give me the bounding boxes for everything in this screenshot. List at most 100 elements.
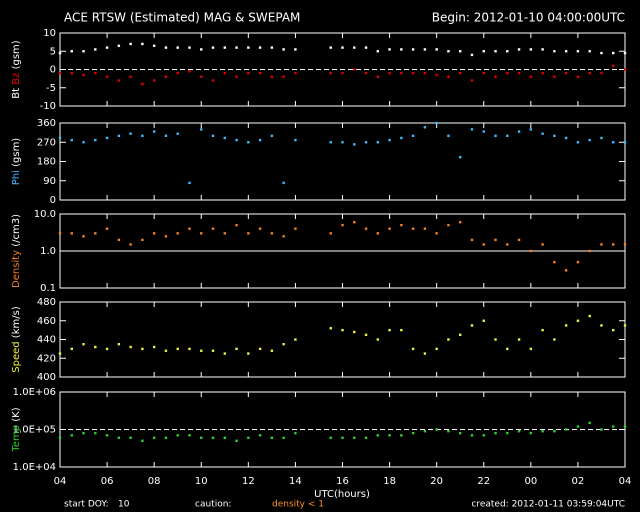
data-point bbox=[70, 434, 73, 437]
y-axis-label: Density (/cm3) bbox=[11, 214, 22, 288]
data-point bbox=[117, 44, 121, 47]
data-point bbox=[400, 434, 403, 437]
data-point bbox=[270, 134, 274, 138]
data-point bbox=[141, 439, 144, 442]
data-point bbox=[541, 71, 544, 75]
data-point bbox=[70, 50, 73, 53]
y-tick-label: 0 bbox=[50, 195, 56, 206]
data-point bbox=[353, 68, 356, 71]
data-point bbox=[82, 50, 85, 53]
data-point bbox=[470, 324, 474, 327]
panel-frame bbox=[59, 301, 626, 378]
data-point bbox=[470, 434, 474, 437]
data-point bbox=[211, 227, 215, 230]
data-point bbox=[188, 227, 191, 230]
data-point bbox=[258, 227, 262, 230]
data-point bbox=[506, 243, 509, 246]
start-doy-label: start DOY: bbox=[64, 500, 109, 510]
data-point bbox=[223, 46, 226, 49]
start-doy: 10 bbox=[118, 500, 130, 510]
data-point bbox=[341, 328, 344, 332]
data-point bbox=[235, 347, 238, 351]
data-point bbox=[211, 46, 215, 49]
data-point bbox=[400, 136, 403, 140]
data-point bbox=[612, 141, 615, 144]
data-point bbox=[459, 431, 462, 435]
data-point bbox=[70, 138, 73, 142]
data-point bbox=[341, 46, 344, 49]
data-point bbox=[141, 134, 144, 138]
data-point bbox=[105, 75, 109, 78]
data-point bbox=[600, 71, 603, 75]
data-point bbox=[482, 50, 485, 53]
data-point bbox=[411, 347, 415, 351]
chart-title: ACE RTSW (Estimated) MAG & SWEPAM bbox=[64, 11, 300, 25]
data-point bbox=[411, 227, 415, 230]
y-unit: (gsm) bbox=[11, 40, 22, 69]
data-point bbox=[258, 434, 262, 437]
data-point bbox=[105, 136, 109, 140]
data-point bbox=[623, 141, 627, 144]
x-tick-label: 04 bbox=[54, 476, 67, 487]
data-point bbox=[223, 136, 226, 140]
data-point bbox=[564, 428, 568, 431]
data-point bbox=[200, 349, 203, 352]
data-point bbox=[235, 439, 238, 442]
data-point bbox=[506, 71, 509, 75]
data-point bbox=[329, 436, 332, 440]
data-point bbox=[376, 434, 380, 437]
data-point bbox=[423, 352, 427, 355]
data-point bbox=[129, 132, 132, 135]
data-point bbox=[188, 46, 191, 49]
data-point bbox=[529, 48, 533, 51]
legend-entry: Density bbox=[11, 250, 22, 288]
data-point bbox=[623, 68, 627, 71]
data-point bbox=[470, 79, 474, 82]
data-point bbox=[529, 431, 533, 435]
data-point bbox=[411, 48, 415, 51]
y-unit: (km/s) bbox=[11, 306, 22, 338]
data-point bbox=[200, 48, 203, 51]
data-point bbox=[70, 232, 73, 235]
data-point bbox=[211, 79, 215, 82]
data-point bbox=[270, 232, 274, 235]
data-point bbox=[388, 48, 391, 51]
data-point bbox=[258, 138, 262, 142]
y-axis-label: Speed (km/s) bbox=[11, 306, 22, 373]
data-point bbox=[164, 134, 168, 138]
data-point bbox=[94, 71, 97, 75]
x-tick-label: 00 bbox=[524, 476, 537, 487]
data-point bbox=[105, 434, 109, 437]
data-point bbox=[411, 71, 415, 75]
data-point bbox=[176, 232, 179, 235]
data-point bbox=[388, 328, 391, 332]
data-point bbox=[553, 430, 556, 433]
data-point bbox=[564, 136, 568, 140]
data-point bbox=[423, 71, 427, 75]
data-point bbox=[282, 48, 285, 51]
data-point bbox=[423, 227, 427, 230]
data-point bbox=[82, 431, 85, 435]
data-point bbox=[105, 46, 109, 49]
data-point bbox=[411, 431, 415, 435]
data-point bbox=[329, 46, 332, 49]
data-point bbox=[152, 79, 156, 82]
x-tick-label: 02 bbox=[572, 476, 585, 487]
data-point bbox=[612, 328, 615, 332]
legend-entry: Temp bbox=[11, 425, 22, 453]
data-point bbox=[258, 347, 262, 351]
y-tick-label: 480 bbox=[37, 297, 56, 308]
data-point bbox=[506, 431, 509, 435]
y-tick-label: 1.0E+05 bbox=[13, 425, 56, 436]
data-point bbox=[576, 260, 580, 264]
data-point bbox=[329, 71, 332, 75]
data-point bbox=[117, 436, 121, 440]
y-unit: (/cm3) bbox=[11, 214, 22, 247]
data-point bbox=[294, 431, 297, 435]
data-point bbox=[58, 51, 62, 55]
data-point bbox=[529, 347, 533, 351]
data-point bbox=[388, 434, 391, 437]
data-point bbox=[482, 243, 485, 246]
data-point bbox=[388, 138, 391, 142]
